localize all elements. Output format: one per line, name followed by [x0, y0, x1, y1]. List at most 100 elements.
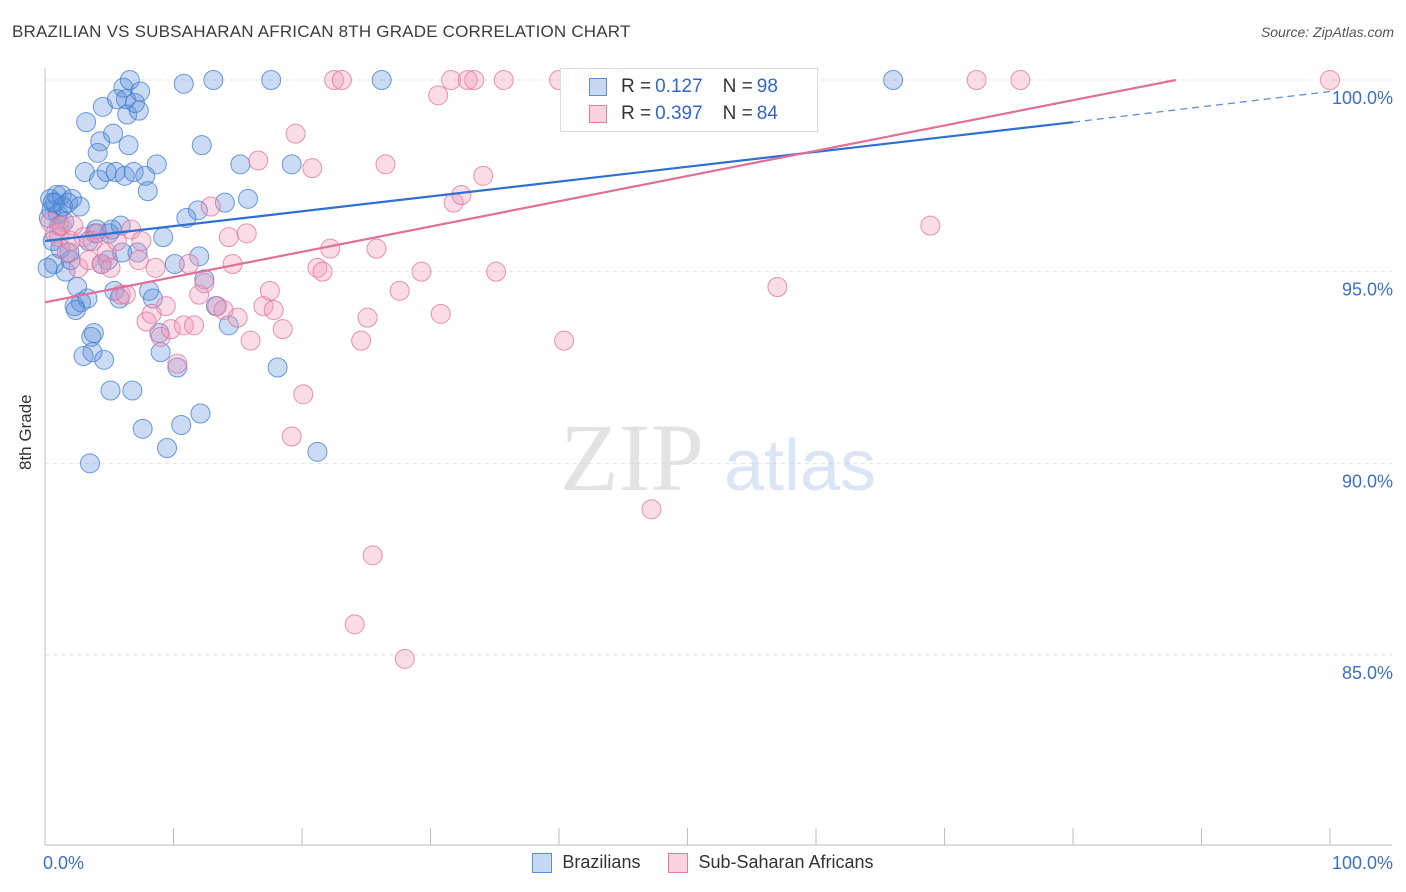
subsaharan-point	[115, 284, 136, 305]
r-value: 0.127	[655, 76, 703, 97]
brazilians-point	[150, 342, 171, 363]
subsaharan-point	[110, 284, 131, 305]
subsaharan-point	[302, 158, 323, 179]
legend-label-subsaharan: Sub-Saharan Africans	[698, 852, 874, 872]
subsaharan-point	[236, 223, 257, 244]
trend-line-brazilians	[44, 121, 1074, 243]
subsaharan-point	[128, 250, 149, 271]
axes	[44, 68, 1392, 846]
subsaharan-point	[457, 70, 478, 90]
subsaharan-point	[293, 384, 314, 405]
brazilians-point	[267, 357, 288, 378]
subsaharan-point	[184, 315, 205, 336]
n-label: N =	[722, 76, 753, 97]
subsaharan-point	[167, 353, 188, 374]
subsaharan-point	[344, 614, 365, 635]
stats-legend: R = 0.127 N = 98 R = 0.397 N = 84	[560, 68, 818, 132]
brazilians-point	[123, 162, 144, 182]
subsaharan-point	[194, 273, 215, 294]
brazilians-point	[100, 380, 121, 401]
subsaharan-point	[68, 257, 89, 278]
brazilians-point	[281, 154, 302, 175]
subsaharan-point	[473, 165, 494, 186]
subsaharan-point	[389, 280, 410, 301]
subsaharan-point	[207, 296, 228, 317]
brazilians-point	[883, 70, 904, 90]
subsaharan-point	[40, 211, 61, 232]
brazilians-point	[112, 242, 133, 263]
stats-row-subsaharan: R = 0.397 N = 84	[561, 100, 778, 128]
brazilians-point	[187, 200, 208, 221]
subsaharan-point	[106, 231, 127, 251]
brazilians-point	[118, 135, 139, 156]
subsaharan-point	[51, 215, 72, 236]
n-value: 84	[756, 103, 778, 124]
subsaharan-point	[366, 238, 387, 259]
brazilians-point	[79, 453, 100, 474]
brazilians-point	[132, 418, 153, 439]
brazilians-point	[371, 70, 392, 90]
subsaharan-point	[227, 307, 248, 328]
subsaharan-point	[150, 326, 171, 347]
brazilians-point	[37, 257, 58, 278]
subsaharan-point	[272, 319, 293, 340]
brazilians-point	[261, 70, 282, 90]
subsaharan-point	[464, 70, 485, 90]
x-tick-label-1: 100.0%	[1332, 853, 1393, 873]
subsaharan-point	[430, 303, 451, 324]
subsaharan-point	[285, 123, 306, 144]
y-tick-label-2: 90.0%	[1342, 471, 1393, 491]
subsaharan-point	[351, 330, 372, 351]
series-legend: Brazilians Sub-Saharan Africans	[0, 852, 1406, 873]
brazilians-point	[130, 81, 151, 102]
subsaharan-point	[486, 261, 507, 282]
y-tick-label-3: 85.0%	[1342, 663, 1393, 683]
brazilians-point	[203, 70, 224, 90]
subsaharan-point	[155, 296, 176, 317]
legend-swatch-brazilians	[532, 852, 553, 873]
brazilians-point	[94, 349, 115, 370]
brazilians-point	[189, 246, 210, 267]
stats-row-brazilians: R = 0.127 N = 98	[561, 73, 778, 101]
brazilians-swatch	[589, 78, 607, 96]
subsaharan-point	[1010, 70, 1031, 90]
trend-line-brazilians-extension	[1072, 90, 1331, 123]
brazilians-point	[173, 73, 194, 94]
subsaharan-swatch	[589, 105, 607, 123]
watermark-atlas: atlas	[724, 426, 876, 506]
subsaharan-point	[78, 250, 99, 271]
subsaharan-point	[253, 296, 274, 317]
subsaharan-point	[178, 254, 199, 274]
legend-swatch-subsaharan	[668, 852, 689, 873]
brazilians-point	[58, 192, 79, 213]
y-tick-label-1: 95.0%	[1342, 280, 1393, 300]
subsaharan-point	[56, 242, 77, 263]
subsaharan-point	[357, 307, 378, 328]
brazilians-point	[117, 104, 138, 125]
subsaharan-point	[96, 242, 117, 263]
subsaharan-point	[767, 277, 788, 297]
brazilians-point	[83, 323, 104, 343]
brazilians-point	[171, 415, 192, 435]
brazilians-point	[230, 154, 251, 175]
subsaharan-point	[428, 85, 449, 106]
legend-item-subsaharan[interactable]: Sub-Saharan Africans	[668, 852, 874, 873]
subsaharan-point	[259, 280, 280, 301]
subsaharan-point	[131, 231, 152, 251]
subsaharan-point	[641, 499, 662, 520]
subsaharan-point	[493, 70, 514, 90]
tick-labels: 100.0% 95.0% 90.0% 85.0% 0.0% 100.0%	[43, 88, 1393, 873]
subsaharan-point	[375, 154, 396, 175]
subsaharan-point	[145, 257, 166, 278]
subsaharan-point	[966, 70, 987, 90]
source-label: Source: ZipAtlas.com	[1260, 24, 1394, 40]
n-label: N =	[722, 103, 753, 124]
brazilians-point	[164, 254, 185, 274]
subsaharan-point	[63, 215, 84, 236]
brazilians-point	[176, 208, 197, 228]
brazilians-point	[119, 70, 140, 90]
legend-item-brazilians[interactable]: Brazilians	[532, 852, 640, 873]
brazilians-point	[122, 380, 143, 401]
subsaharan-point	[189, 284, 210, 305]
